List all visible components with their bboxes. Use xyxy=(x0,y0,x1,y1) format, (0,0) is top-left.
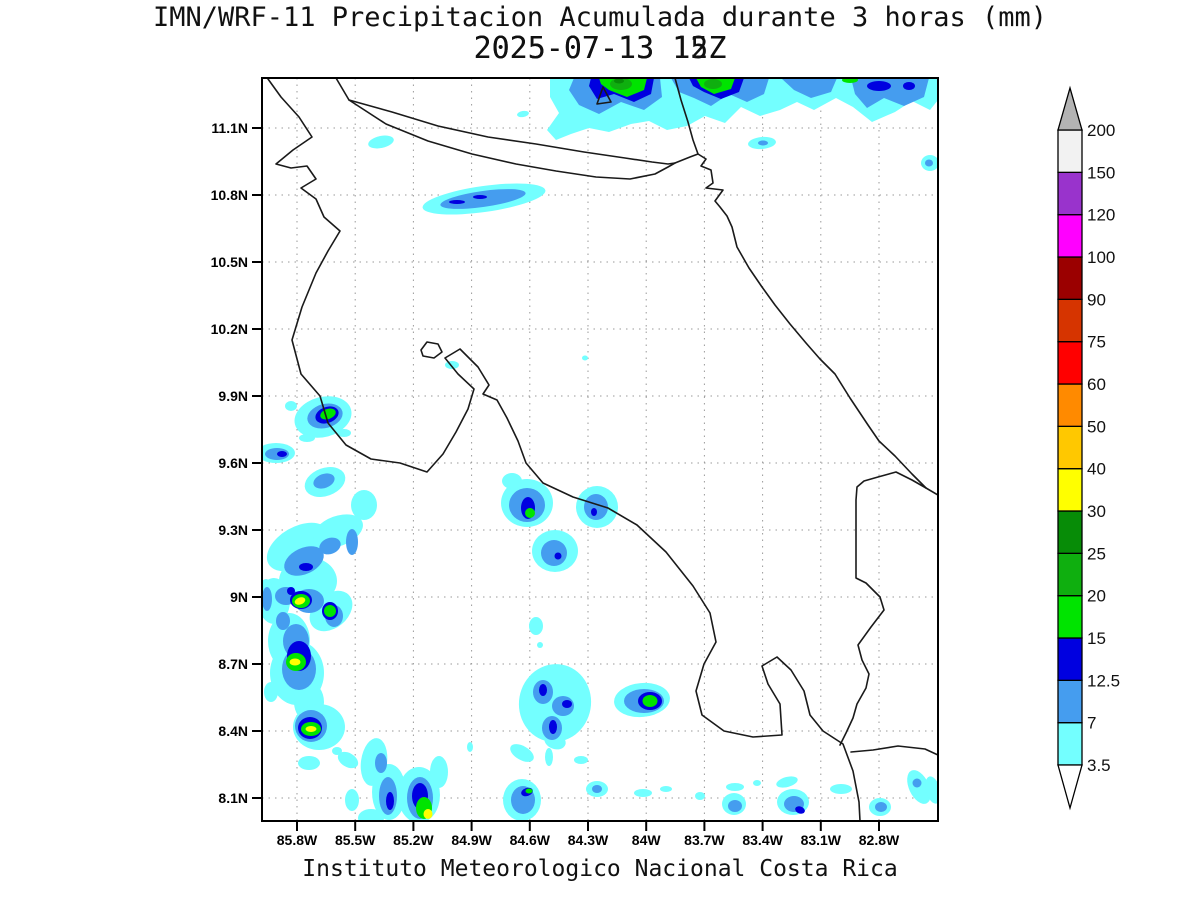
colorbar-label: 40 xyxy=(1087,460,1106,479)
contour-level-30mm xyxy=(289,597,433,819)
lat-tick-label: 9.9N xyxy=(218,388,248,404)
lon-tick-label: 83.1W xyxy=(801,832,842,848)
colorbar-segment xyxy=(1057,425,1083,470)
colorbar-segment xyxy=(1057,256,1083,300)
axis-ticks xyxy=(252,127,880,831)
lat-tick-label: 10.2N xyxy=(211,321,248,337)
caribbean-coast-path xyxy=(674,78,938,496)
map-gridlines xyxy=(262,78,938,821)
colorbar-overflow-arrow xyxy=(1057,85,1083,131)
pacific-coast-path xyxy=(267,78,861,821)
lon-tick-label: 85.5W xyxy=(335,832,376,848)
colorbar-segment xyxy=(1057,214,1083,258)
valid-time-a: 2025-07-13 15Z xyxy=(473,31,727,66)
colorbar-label: 100 xyxy=(1087,248,1115,267)
colorbar-label: 50 xyxy=(1087,417,1106,436)
lat-tick-label: 9.6N xyxy=(218,455,248,471)
lat-tick-label: 8.4N xyxy=(218,723,248,739)
page-title: IMN/WRF-11 Precipitacion Acumulada duran… xyxy=(152,2,1048,33)
colorbar-segment xyxy=(1057,468,1083,512)
coastline xyxy=(267,78,938,821)
valid-time-b: 2025-07-13 12Z xyxy=(473,31,727,66)
colorbar-label: 20 xyxy=(1087,587,1106,606)
contour-level-7mm xyxy=(262,78,933,819)
lon-tick-label: 85.8W xyxy=(277,832,318,848)
colorbar-underflow-arrow xyxy=(1057,764,1083,811)
axis-tick-labels: 85.8W 85.5W 85.2W 84.9W 84.6W 84.3W 84W 83.7W 83… xyxy=(211,120,900,848)
lat-tick-label: 9N xyxy=(230,589,248,605)
contour-level-12.5mm xyxy=(277,78,915,814)
lon-tick-label: 84.6W xyxy=(510,832,551,848)
colorbar-label: 150 xyxy=(1087,163,1115,182)
lat-tick-label: 8.1N xyxy=(218,790,248,806)
colorbar-label: 75 xyxy=(1087,333,1106,352)
footer-caption: Instituto Meteorologico Nacional Costa R… xyxy=(302,856,898,882)
colorbar-segment xyxy=(1057,383,1083,427)
ometepe-island-path xyxy=(596,86,612,105)
colorbar-label: 60 xyxy=(1087,375,1106,394)
map-frame xyxy=(261,77,939,822)
precip-contours xyxy=(262,78,938,821)
nicaragua-border-path xyxy=(348,99,676,180)
colorbar-segment xyxy=(1057,679,1083,724)
colorbar-label: 3.5 xyxy=(1087,756,1111,775)
lon-tick-label: 83.4W xyxy=(742,832,783,848)
lon-tick-label: 84W xyxy=(632,832,662,848)
lon-tick-label: 83.7W xyxy=(684,832,725,848)
lat-tick-label: 10.5N xyxy=(211,254,248,270)
colorbar-label: 30 xyxy=(1087,502,1106,521)
colorbar-segment xyxy=(1057,171,1083,216)
valid-time-subtitle: 2025-07-13 15Z 2025-07-13 12Z xyxy=(0,31,1200,67)
lon-tick-label: 84.9W xyxy=(451,832,492,848)
colorbar-segment xyxy=(1057,510,1083,554)
colorbar-label: 7 xyxy=(1087,714,1096,733)
colorbar-segment xyxy=(1057,129,1083,173)
lake-arenal-path xyxy=(420,341,443,359)
colorbar-label: 120 xyxy=(1087,206,1115,225)
colorbar-segment xyxy=(1057,552,1083,597)
colorbar-segment xyxy=(1057,722,1083,766)
lat-tick-label: 11.1N xyxy=(211,120,248,136)
colorbar-segment xyxy=(1057,637,1083,681)
lat-tick-label: 10.8N xyxy=(211,187,248,203)
colorbar-segment xyxy=(1057,595,1083,639)
lat-tick-label: 9.3N xyxy=(218,522,248,538)
lon-tick-label: 85.2W xyxy=(393,832,434,848)
lat-tick-label: 8.7N xyxy=(218,656,248,672)
lon-tick-label: 84.3W xyxy=(568,832,609,848)
lon-tick-label: 82.8W xyxy=(859,832,900,848)
contour-level-25mm xyxy=(614,78,624,84)
colorbar-segment xyxy=(1057,298,1083,343)
colorbar-label: 25 xyxy=(1087,544,1106,563)
colorbar-label: 12.5 xyxy=(1087,671,1120,690)
panama-pacific-coast-path xyxy=(850,745,938,756)
colorbar-label: 15 xyxy=(1087,629,1106,648)
colorbar-label: 90 xyxy=(1087,290,1106,309)
colorbar-segment xyxy=(1057,341,1083,385)
panama-border-path xyxy=(839,471,927,746)
colorbar-label: 200 xyxy=(1087,121,1115,140)
colorbar-legend: 3.5 7 12.5 15 20 25 30 40 50 60 75 90 100 120 150 200 xyxy=(1057,85,1120,811)
